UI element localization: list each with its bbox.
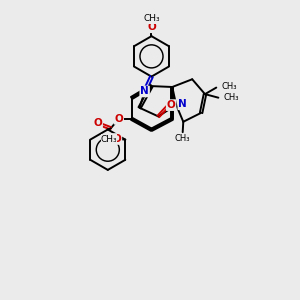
Text: CH₃: CH₃: [100, 134, 117, 143]
Text: O: O: [167, 100, 176, 110]
Text: CH₃: CH₃: [224, 93, 239, 102]
Text: O: O: [114, 114, 123, 124]
Text: O: O: [112, 134, 122, 144]
Text: O: O: [147, 22, 156, 32]
Text: N: N: [178, 99, 187, 109]
Text: N: N: [140, 86, 149, 96]
Text: O: O: [93, 118, 102, 128]
Text: CH₃: CH₃: [222, 82, 237, 91]
Text: CH₃: CH₃: [175, 134, 190, 143]
Text: CH₃: CH₃: [143, 14, 160, 23]
